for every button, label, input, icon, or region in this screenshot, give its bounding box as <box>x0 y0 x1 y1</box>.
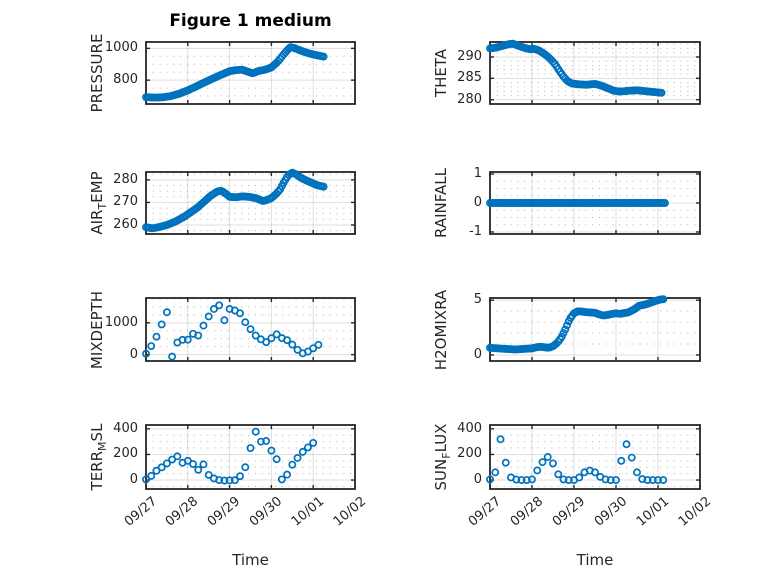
x-tick-label: 10/02 <box>675 494 714 530</box>
y-axis-label-sun-flux: SUNFLUX <box>431 377 453 537</box>
x-tick-label: 10/01 <box>633 494 672 530</box>
plot-area-h2omixra <box>486 295 701 362</box>
x-tick-label: 09/27 <box>465 494 504 530</box>
data-series-sun-flux <box>486 435 668 484</box>
x-tick-label: 09/30 <box>591 494 630 530</box>
axes-border <box>145 41 356 105</box>
axes-border <box>145 297 356 362</box>
plot-area-air-temp <box>142 168 356 235</box>
y-tick-label: 200 <box>113 446 138 462</box>
y-tick-label: 1000 <box>104 314 138 330</box>
data-series-theta <box>486 39 666 97</box>
data-series-mixdepth <box>142 301 323 361</box>
y-tick-label: 270 <box>113 194 138 210</box>
axes-border <box>489 41 701 105</box>
y-tick-label: 280 <box>457 91 482 107</box>
y-tick-label: 800 <box>113 72 138 88</box>
y-tick-label: 285 <box>457 70 482 86</box>
plot-area-rainfall <box>486 171 701 235</box>
plot-area-sun-flux <box>486 424 701 490</box>
y-tick-label: 290 <box>457 48 482 64</box>
y-tick-label: 200 <box>457 446 482 462</box>
plot-area-terr-msl <box>142 424 356 490</box>
y-tick-label: 260 <box>113 216 138 232</box>
plot-area-mixdepth <box>142 297 356 362</box>
plot-area-pressure <box>142 41 356 105</box>
data-series-rainfall <box>486 199 669 207</box>
minor-grid <box>490 310 700 345</box>
major-grid <box>145 425 356 489</box>
y-tick-label: 1000 <box>104 40 138 56</box>
y-tick-label: -1 <box>469 223 482 239</box>
x-tick-label: 09/29 <box>549 494 588 530</box>
x-tick-label: 09/28 <box>507 494 546 530</box>
y-tick-label: 1 <box>473 166 482 182</box>
minor-grid <box>146 298 355 348</box>
axes-border <box>489 424 701 490</box>
y-axis-label-part: LUX <box>432 423 450 453</box>
axes-border <box>145 424 356 490</box>
y-axis-label-part: F <box>440 452 453 459</box>
data-series-terr-msl <box>142 427 318 485</box>
x-axis-label-left: Time <box>232 551 269 569</box>
x-axis-label-right: Time <box>576 551 614 569</box>
y-tick-label: 0 <box>473 472 482 488</box>
data-series-h2omixra <box>486 295 668 354</box>
axes-border <box>145 171 356 235</box>
y-axis-label-part: SUN <box>432 458 450 491</box>
y-tick-label: 400 <box>457 420 482 436</box>
y-tick-label: 280 <box>113 171 138 187</box>
y-tick-label: 400 <box>113 420 138 436</box>
y-tick-label: 5 <box>473 292 482 308</box>
minor-grid <box>490 180 700 226</box>
minor-grid <box>490 434 700 487</box>
y-tick-label: 0 <box>473 195 482 210</box>
axis-ticks <box>489 425 701 489</box>
plot-area-theta <box>486 39 701 105</box>
data-series-pressure <box>142 43 328 102</box>
axes-border <box>489 297 701 362</box>
major-grid <box>489 425 701 489</box>
y-tick-label: 0 <box>129 346 138 362</box>
y-tick-label: 0 <box>473 346 482 362</box>
y-tick-label: 0 <box>129 472 138 488</box>
data-series-air-temp <box>142 168 328 233</box>
figure-title: Figure 1 medium <box>169 11 332 31</box>
